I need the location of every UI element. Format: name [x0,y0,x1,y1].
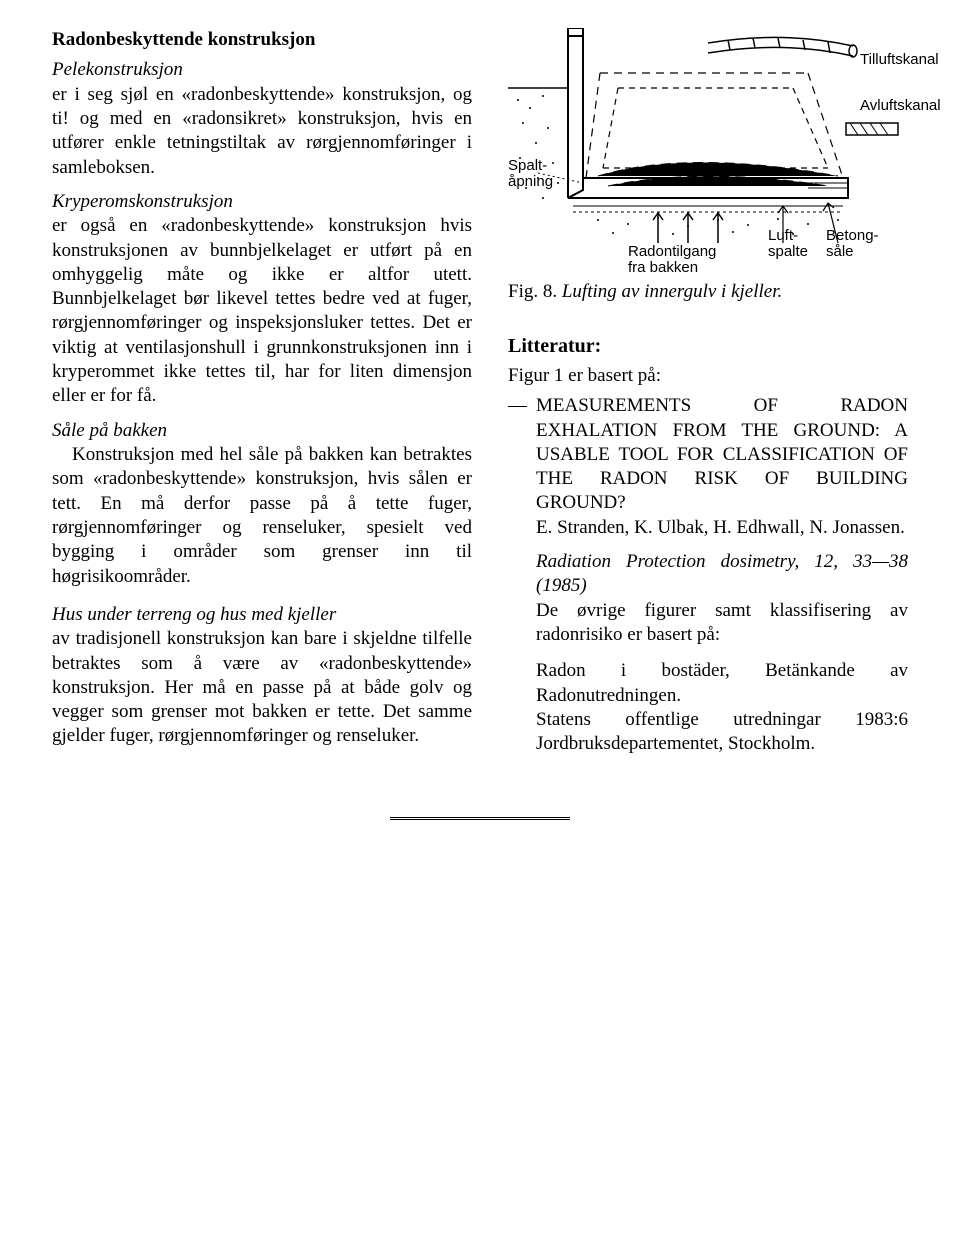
lit1-line-b: E. Stranden, K. Ulbak, H. Edhwall, N. Jo… [536,517,905,538]
figure-caption-prefix: Fig. 8. [508,281,562,302]
fig-label-apning: åpning [508,174,553,191]
section-title-kryperom: Kryperomskonstruksjon [52,190,472,214]
fig-label-radon2: fra bakken [628,260,698,277]
litteratur-intro: Figur 1 er basert på: [508,364,908,388]
litteratur-block-2: Radon i bostäder, Betänkande av Radonutr… [536,659,908,756]
main-heading: Radonbeskyttende konstruksjon [52,28,472,52]
figure-caption-text: Lufting av innergulv i kjeller. [562,281,782,302]
paragraph-hus: av tradisjonell konstruksjon kan bare i … [52,627,472,749]
fig-label-tillufts: Tilluftskanal [860,52,920,69]
left-column: Radonbeskyttende konstruksjon Pelekonstr… [52,28,472,757]
fig-label-spalte: spalte [768,244,808,261]
lit-block1-a: Radiation Protection dosimetry, 12, 33—3… [536,551,908,596]
figure-8: Spalt- åpning Tilluftskanal Avluftskanal… [508,28,903,268]
lit-block2-a: Radon i bostäder, Betänkande av Radonutr… [536,660,908,705]
document-page: Radonbeskyttende konstruksjon Pelekonstr… [0,0,960,1251]
section-title-hus: Hus under terreng og hus med kjeller [52,603,472,627]
paragraph-pelekonstruksjon: er i seg sjøl en «radonbeskyttende» kons… [52,83,472,180]
section-title-sale: Såle på bakken [52,419,472,443]
fig-label-avlufts: Avluftskanal [860,98,920,115]
lit-block1-b: De øvrige figurer samt klassifisering av… [536,600,908,645]
section-title-pelekonstruksjon: Pelekonstruksjon [52,58,472,82]
litteratur-item-1: — MEASUREMENTS OF RADON EXHALATION FROM … [508,394,908,540]
litteratur-block-1: Radiation Protection dosimetry, 12, 33—3… [536,550,908,647]
dash-icon: — [508,394,536,540]
two-column-layout: Radonbeskyttende konstruksjon Pelekonstr… [52,28,908,757]
right-column: Spalt- åpning Tilluftskanal Avluftskanal… [508,28,908,757]
fig-label-betongsale: såle [826,244,854,261]
figure-8-caption: Fig. 8. Lufting av innergulv i kjeller. [508,280,908,304]
lit1-line-a: MEASUREMENTS OF RADON EXHALATION FROM TH… [536,395,908,513]
paragraph-kryperom: er også en «radonbeskyttende» konstruksj… [52,214,472,409]
paragraph-sale: Konstruksjon med hel såle på bakken kan … [52,443,472,589]
horizontal-rule [390,817,570,820]
litteratur-item-1-body: MEASUREMENTS OF RADON EXHALATION FROM TH… [536,394,908,540]
litteratur-heading: Litteratur: [508,334,908,360]
lit-block2-b: Statens offentlige utredningar 1983:6 Jo… [536,709,908,754]
